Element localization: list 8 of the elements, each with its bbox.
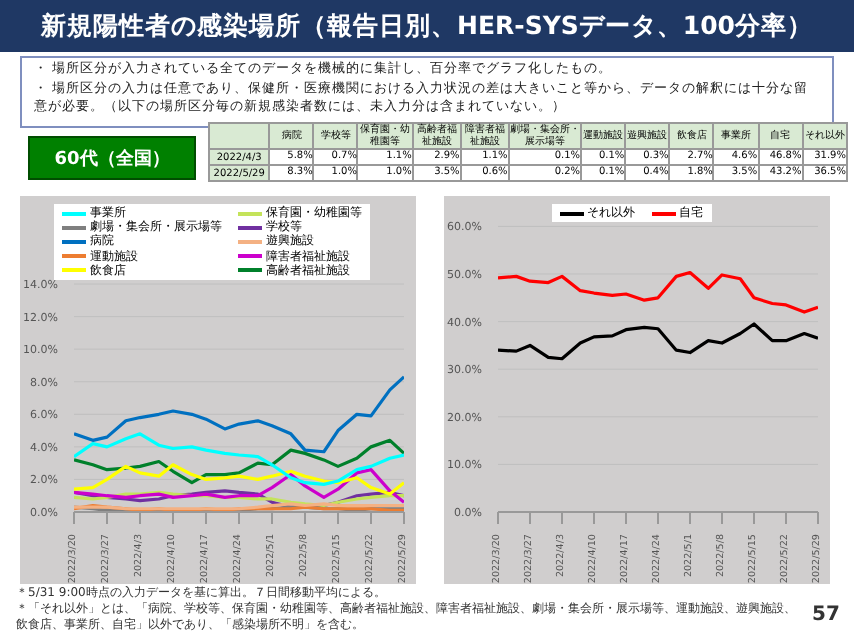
- text: 新規陽性者の感染場所（報告日別、HER-SYSデータ、100分率）: [0, 0, 854, 52]
- line-series: [74, 468, 404, 504]
- line-series: [74, 375, 404, 454]
- line-series: [498, 270, 818, 314]
- line-series: [74, 463, 404, 496]
- text: 57: [812, 604, 840, 626]
- line-series: [498, 322, 818, 361]
- text: 60代（全国）: [28, 136, 196, 180]
